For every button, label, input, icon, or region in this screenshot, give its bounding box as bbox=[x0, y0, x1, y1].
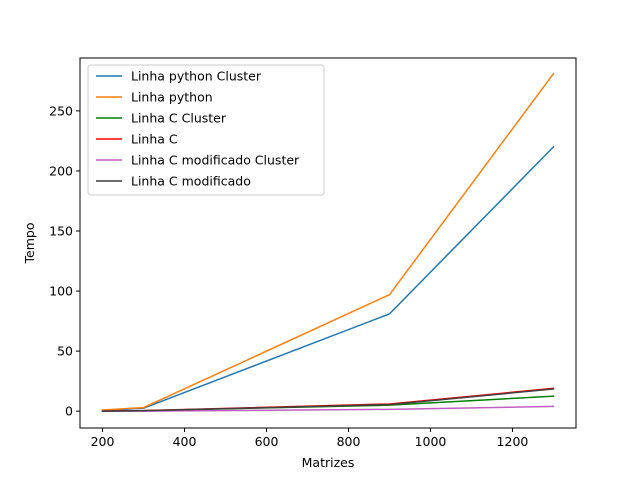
legend-box bbox=[87, 64, 325, 196]
legend-label: Linha python Cluster bbox=[131, 69, 262, 84]
x-axis-title: Matrizes bbox=[302, 455, 355, 470]
y-tick-label: 50 bbox=[57, 344, 73, 359]
y-axis: 0 50 100 150 200 250 bbox=[49, 103, 80, 419]
legend-label: Linha C modificado bbox=[131, 174, 251, 189]
x-tick-label: 600 bbox=[255, 434, 279, 449]
y-tick-label: 250 bbox=[49, 103, 73, 118]
y-tick-label: 150 bbox=[49, 223, 73, 238]
series-line-2 bbox=[101, 72, 555, 411]
series-layer bbox=[101, 72, 555, 412]
legend-label: Linha C modificado Cluster bbox=[131, 153, 300, 168]
x-axis: 200 400 600 800 1000 1200 bbox=[91, 428, 529, 449]
plot-frame bbox=[79, 57, 577, 429]
y-tick-label: 0 bbox=[65, 404, 73, 419]
x-tick-label: 400 bbox=[173, 434, 197, 449]
legend-label: Linha C bbox=[131, 132, 178, 147]
y-tick-label: 100 bbox=[49, 284, 73, 299]
y-tick-label: 200 bbox=[49, 163, 73, 178]
legend-label: Linha python bbox=[131, 90, 213, 105]
y-axis-title: Tempo bbox=[22, 223, 37, 265]
x-tick-label: 200 bbox=[91, 434, 115, 449]
legend: Linha python Cluster Linha python Linha C … bbox=[87, 64, 325, 196]
series-line-6 bbox=[101, 388, 555, 412]
x-tick-label: 800 bbox=[337, 434, 361, 449]
x-tick-label: 1000 bbox=[415, 434, 447, 449]
x-tick-label: 1200 bbox=[497, 434, 529, 449]
legend-label: Linha C Cluster bbox=[131, 111, 227, 126]
